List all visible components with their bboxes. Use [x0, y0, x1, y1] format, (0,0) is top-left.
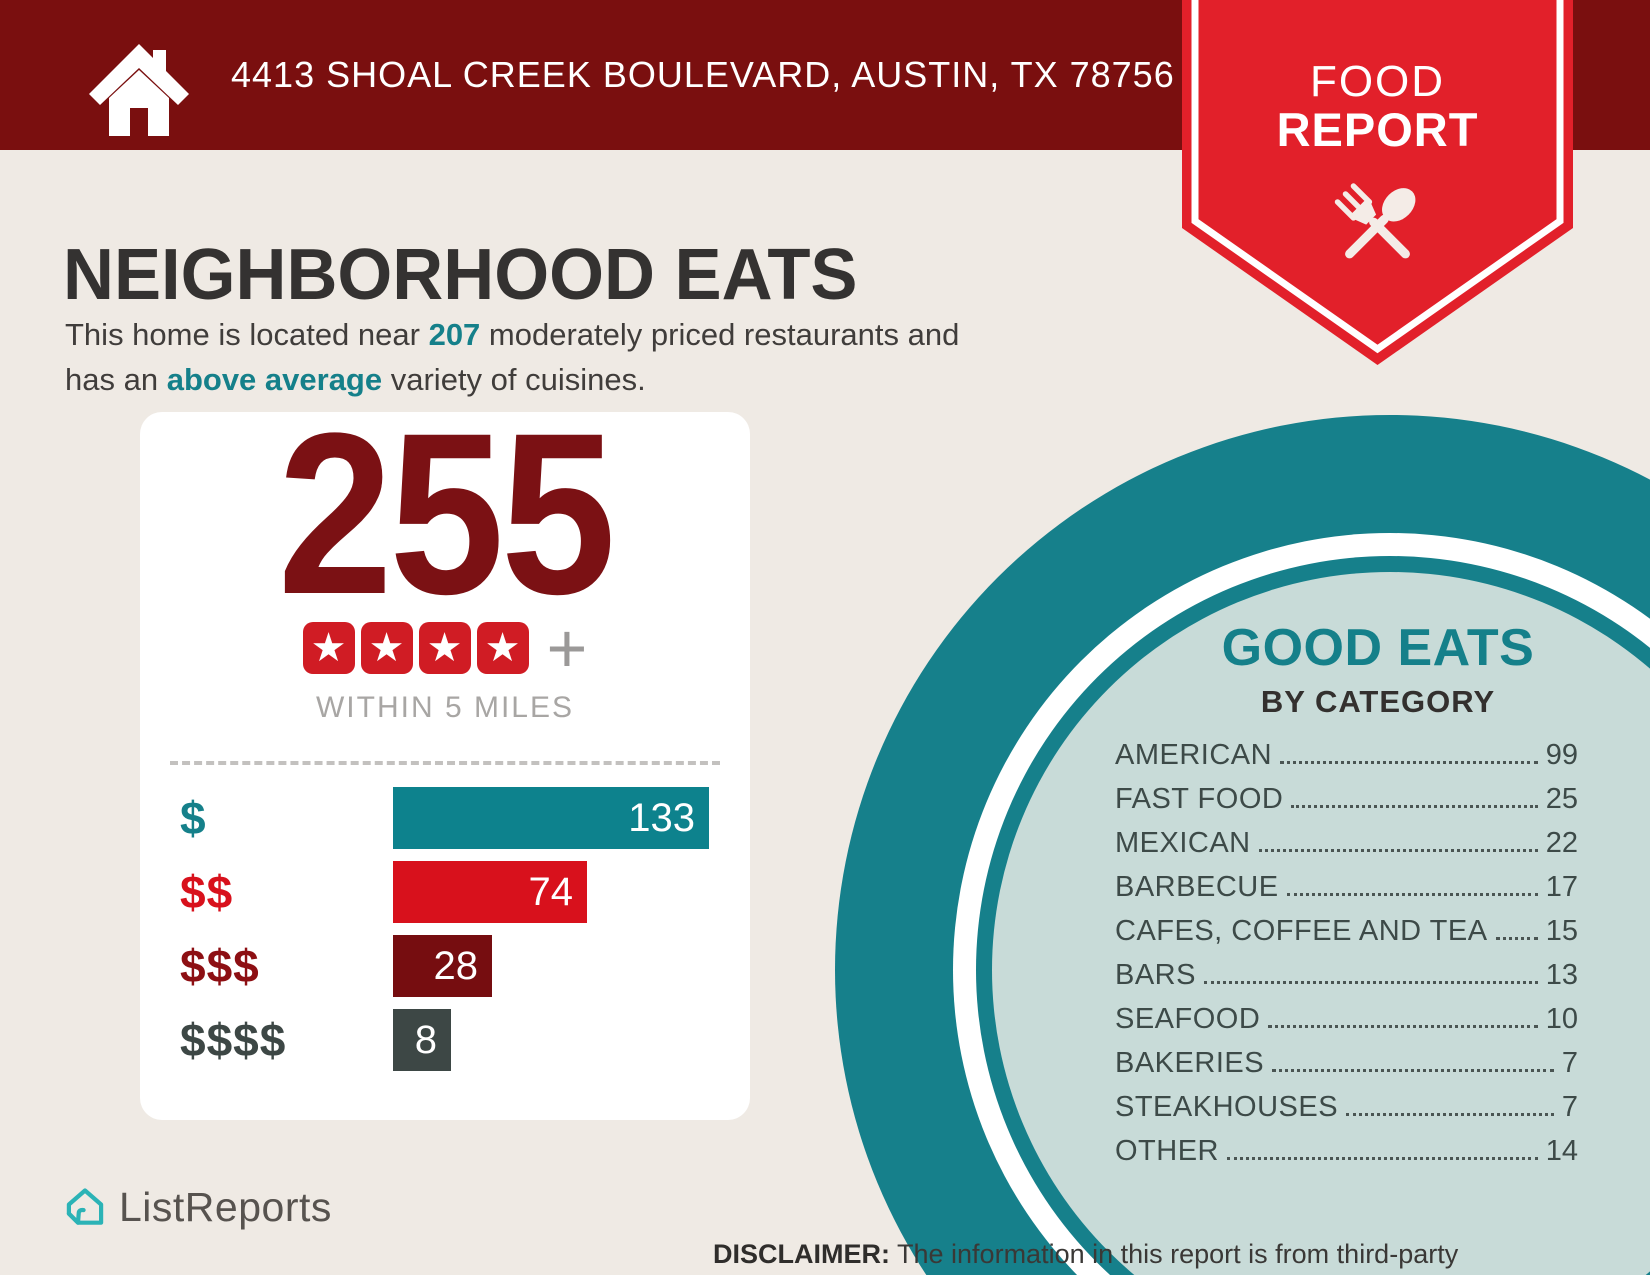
price-bar-value: 28: [433, 943, 479, 988]
star-icon: ★: [360, 622, 413, 674]
disclaimer-label: DISCLAIMER:: [713, 1239, 890, 1269]
plus-icon: +: [546, 609, 588, 687]
price-bar-row: $$$$ 8: [140, 1009, 750, 1071]
page-title: NEIGHBORHOOD EATS: [63, 235, 858, 316]
spoon-fork-icon: [1334, 183, 1416, 259]
price-bar-row: $133: [140, 787, 750, 849]
badge-line2: REPORT: [1277, 103, 1479, 156]
intro-paragraph: This home is located near 207 moderately…: [65, 313, 1145, 403]
dotted-leader: [1286, 892, 1538, 896]
intro-highlight: above average: [166, 361, 383, 397]
dashed-divider: [170, 761, 720, 765]
good-eats-subtitle: BY CATEGORY: [1260, 684, 1496, 719]
category-label: FAST FOOD: [1115, 782, 1284, 815]
category-row: MEXICAN 22: [1115, 821, 1578, 865]
price-bar-value: 74: [528, 869, 574, 914]
category-value: 15: [1545, 914, 1578, 947]
category-row: STEAKHOUSES 7: [1115, 1085, 1578, 1129]
intro-part3: variety of cuisines.: [382, 361, 646, 397]
category-value: 17: [1545, 870, 1578, 903]
category-label: OTHER: [1115, 1134, 1219, 1167]
good-eats-title: GOOD EATS: [1221, 619, 1535, 677]
category-row: FAST FOOD 25: [1115, 777, 1578, 821]
property-address: 4413 SHOAL CREEK BOULEVARD, AUSTIN, TX 7…: [231, 54, 1175, 95]
category-label: BAKERIES: [1115, 1046, 1265, 1079]
badge-line1: FOOD: [1310, 57, 1445, 106]
category-label: STEAKHOUSES: [1115, 1090, 1339, 1123]
dotted-leader: [1268, 1024, 1538, 1028]
dotted-leader: [1258, 848, 1538, 852]
category-value: 13: [1545, 958, 1578, 991]
listreports-wordmark: ListReports: [119, 1184, 332, 1230]
category-row: OTHER 14: [1115, 1129, 1578, 1173]
category-value: 99: [1545, 738, 1578, 771]
dotted-leader: [1203, 980, 1538, 984]
intro-part2: moderately priced restaurants and has an: [65, 317, 960, 397]
category-row: BARBECUE 17: [1115, 865, 1578, 909]
category-row: AMERICAN 99: [1115, 733, 1578, 777]
price-level-label: $: [180, 792, 207, 844]
dotted-leader: [1495, 936, 1538, 940]
price-bar-value: 133: [628, 795, 695, 840]
category-label: BARBECUE: [1115, 870, 1279, 903]
disclaimer-text: The information in this report is from t…: [713, 1239, 1459, 1275]
category-value: 25: [1545, 782, 1578, 815]
category-row: BAKERIES 7: [1115, 1041, 1578, 1085]
star-icon: ★: [418, 622, 471, 674]
category-value: 14: [1545, 1134, 1578, 1167]
category-label: CAFES, COFFEE AND TEA: [1115, 914, 1488, 947]
category-label: AMERICAN: [1115, 738, 1273, 771]
price-bar: 8: [393, 1009, 451, 1071]
price-bar: 74: [393, 861, 587, 923]
star-rating: ★ ★ ★ ★ +: [140, 609, 750, 687]
dotted-leader: [1280, 760, 1538, 764]
star-icon: ★: [302, 622, 355, 674]
category-row: CAFES, COFFEE AND TEA 15: [1115, 909, 1578, 953]
price-level-label: $$$$: [180, 1014, 287, 1066]
category-label: MEXICAN: [1115, 826, 1251, 859]
disclaimer: DISCLAIMER: The information in this repo…: [713, 1237, 1513, 1275]
food-report-badge: FOOD REPORT: [1182, 0, 1573, 375]
price-bar: 28: [393, 935, 492, 997]
category-label: BARS: [1115, 958, 1196, 991]
total-restaurants: 255: [277, 385, 616, 642]
good-eats-panel: GOOD EATS BY CATEGORY AMERICAN 99 FAST FOO…: [1103, 618, 1578, 1173]
intro-part1: This home is located near: [65, 317, 429, 352]
price-level-bar-chart: $133 $$ 74 $$$ 28 $$$$ 8: [140, 787, 750, 1071]
category-row: BARS 13: [1115, 953, 1578, 997]
category-row: SEAFOOD 10: [1115, 997, 1578, 1041]
price-bar-row: $$ 74: [140, 861, 750, 923]
dotted-leader: [1291, 804, 1538, 808]
category-list: AMERICAN 99 FAST FOOD 25 MEXICAN 22 BARBECUE 17…: [1103, 733, 1578, 1173]
radius-caption: WITHIN 5 MILES: [315, 691, 575, 724]
listreports-house-icon: [66, 1187, 104, 1225]
category-label: SEAFOOD: [1115, 1002, 1261, 1035]
badge-shield: [1182, 0, 1573, 365]
price-bar-value: 8: [414, 1017, 437, 1062]
star-icon: ★: [476, 622, 529, 674]
dotted-leader: [1227, 1156, 1538, 1160]
category-value: 10: [1545, 1002, 1578, 1035]
category-value: 7: [1561, 1046, 1578, 1079]
dotted-leader: [1272, 1068, 1554, 1072]
category-value: 7: [1561, 1090, 1578, 1123]
price-level-label: $$: [180, 866, 234, 918]
price-level-label: $$$: [180, 940, 260, 992]
home-icon: [84, 42, 194, 143]
restaurant-count: 207: [428, 317, 481, 352]
price-bar: 133: [393, 787, 709, 849]
price-bar-row: $$$ 28: [140, 935, 750, 997]
summary-card: 255 ★ ★ ★ ★ + WITHIN 5 MILES $133 $$ 74 $$$ 28 $$…: [140, 385, 750, 1120]
dotted-leader: [1346, 1112, 1554, 1116]
listreports-logo: ListReports: [64, 1184, 332, 1231]
category-value: 22: [1545, 826, 1578, 859]
